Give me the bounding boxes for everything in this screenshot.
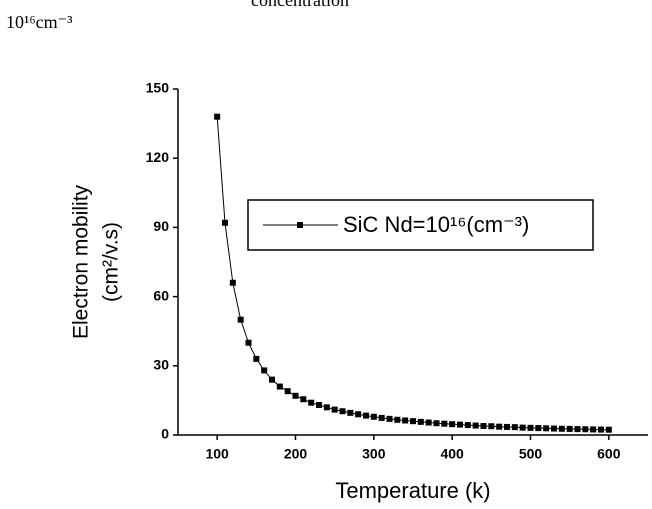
data-point <box>379 415 385 421</box>
data-point <box>543 425 549 431</box>
data-point <box>520 425 526 431</box>
data-point <box>410 418 416 424</box>
data-point <box>246 340 252 346</box>
data-point <box>457 422 463 428</box>
data-point <box>426 420 432 426</box>
data-point <box>535 425 541 431</box>
data-point <box>371 414 377 420</box>
data-point <box>512 424 518 430</box>
x-tick-label: 600 <box>597 446 621 462</box>
data-point <box>253 356 259 362</box>
data-point <box>394 417 400 423</box>
page: concentration 10¹⁶cm⁻³ Temperature (k) E… <box>0 0 652 509</box>
data-point <box>277 384 283 390</box>
data-point <box>363 413 369 419</box>
data-point <box>449 421 455 427</box>
data-point <box>528 425 534 431</box>
legend-label: SiC Nd=10¹⁶(cm⁻³) <box>343 212 529 237</box>
data-point <box>567 426 573 432</box>
data-point <box>582 426 588 432</box>
x-axis-title: Temperature (k) <box>335 478 490 503</box>
chart: concentration 10¹⁶cm⁻³ Temperature (k) E… <box>0 0 652 509</box>
y-axis-title: (cm²/v.s) <box>100 222 123 302</box>
y-tick-label: 30 <box>153 357 169 373</box>
data-point <box>340 408 346 414</box>
data-point <box>300 396 306 402</box>
data-point <box>214 114 220 120</box>
y-axis-title: Electron mobility <box>70 184 93 339</box>
data-point <box>473 423 479 429</box>
data-point <box>308 400 314 406</box>
data-point <box>504 424 510 430</box>
x-tick-label: 200 <box>284 446 308 462</box>
data-point <box>355 411 361 417</box>
x-tick-label: 400 <box>440 446 464 462</box>
data-point <box>387 416 393 422</box>
unit-note: 10¹⁶cm⁻³ <box>6 12 73 32</box>
legend-marker <box>297 222 303 228</box>
data-point <box>418 419 424 425</box>
series-line <box>217 117 609 430</box>
data-point <box>324 404 330 410</box>
data-point <box>238 317 244 323</box>
data-point <box>496 424 502 430</box>
data-point <box>481 423 487 429</box>
data-point <box>230 280 236 286</box>
data-point <box>434 420 440 426</box>
data-point <box>332 407 338 413</box>
data-point <box>575 426 581 432</box>
y-tick-label: 150 <box>146 80 170 96</box>
y-tick-label: 90 <box>153 218 169 234</box>
caption-fragment: concentration <box>251 0 349 10</box>
y-tick-label: 0 <box>161 426 169 442</box>
data-point <box>293 393 299 399</box>
x-tick-label: 300 <box>362 446 386 462</box>
data-point <box>402 417 408 423</box>
data-point <box>551 426 557 432</box>
data-point <box>488 423 494 429</box>
data-point <box>347 410 353 416</box>
data-point <box>465 422 471 428</box>
y-tick-label: 120 <box>146 149 170 165</box>
data-point <box>269 377 275 383</box>
data-point <box>606 427 612 433</box>
y-tick-label: 60 <box>153 287 169 303</box>
data-point <box>285 388 291 394</box>
x-tick-label: 100 <box>205 446 229 462</box>
data-point <box>441 421 447 427</box>
data-point <box>559 426 565 432</box>
data-point <box>598 427 604 433</box>
data-point <box>590 426 596 432</box>
data-point <box>316 402 322 408</box>
data-point <box>261 367 267 373</box>
data-point <box>222 220 228 226</box>
x-tick-label: 500 <box>519 446 543 462</box>
